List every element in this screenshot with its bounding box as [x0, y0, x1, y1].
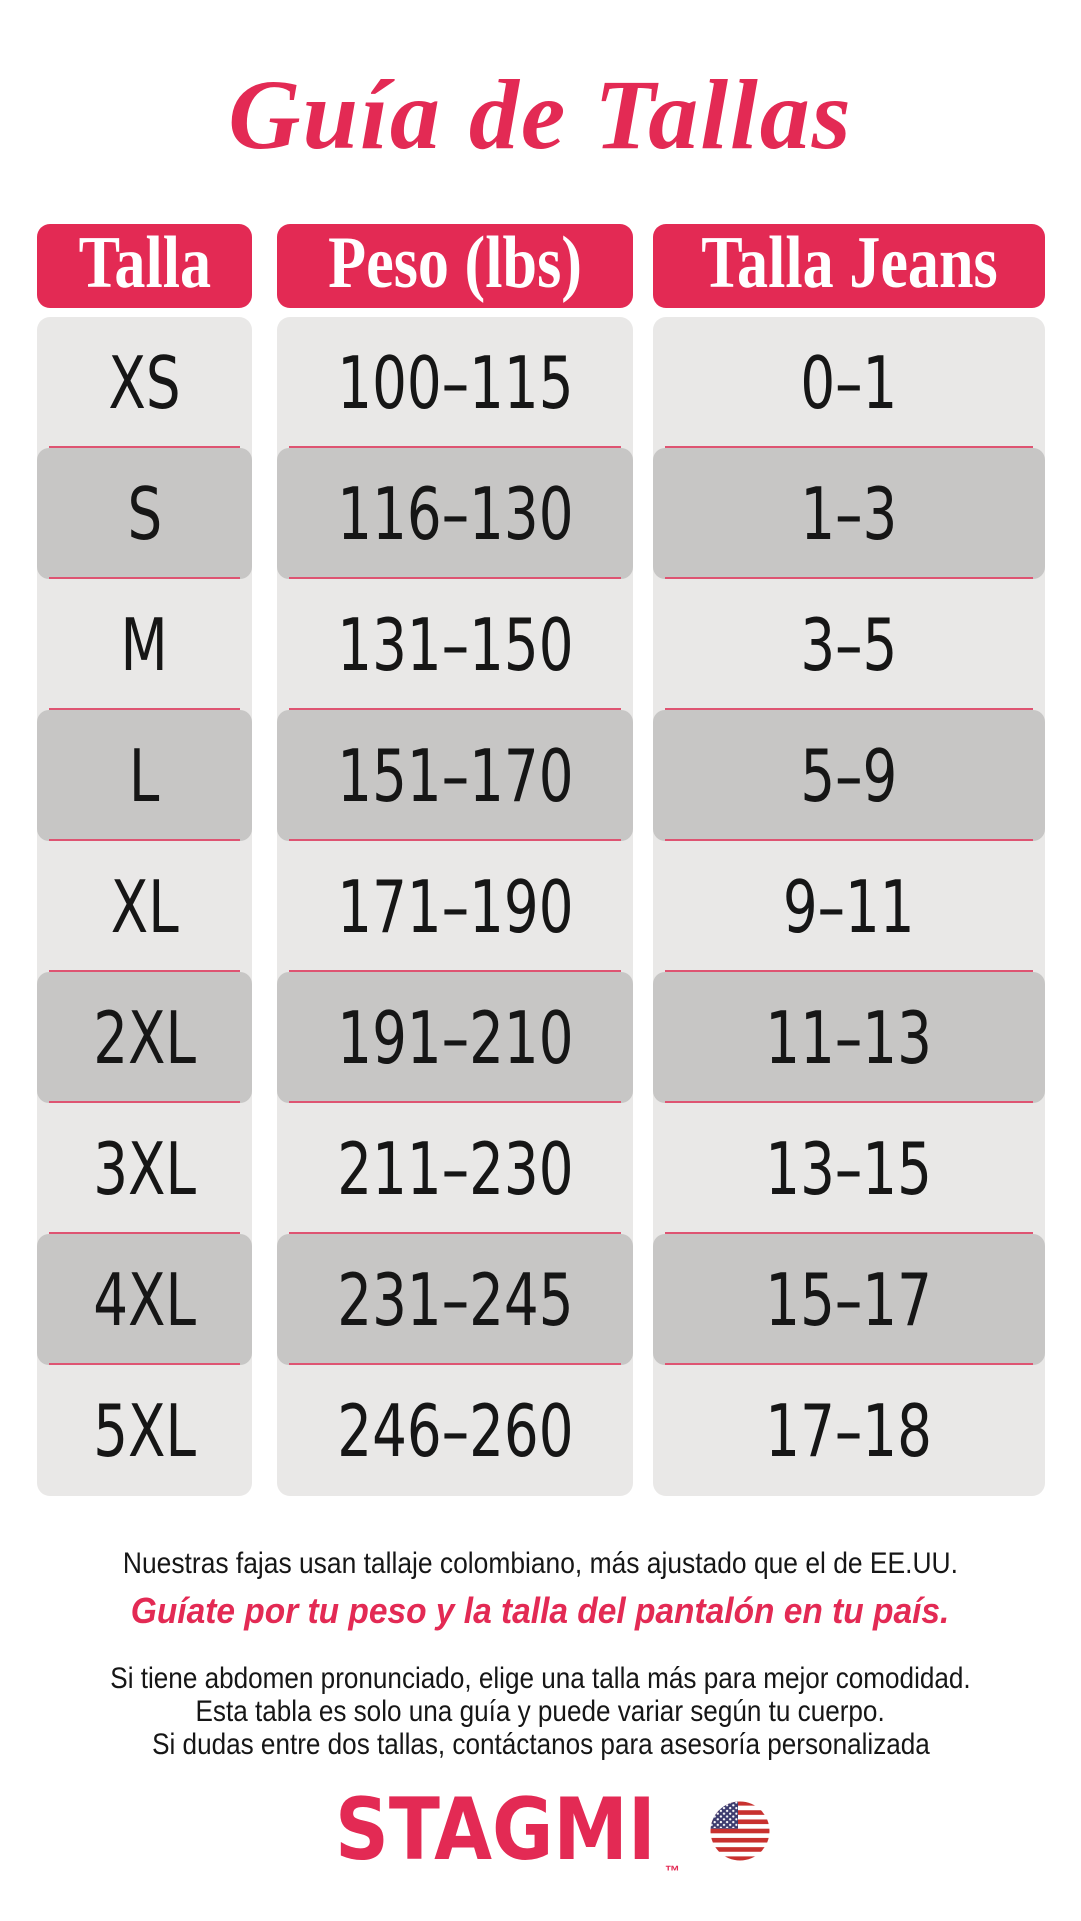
table-column-header: Talla Jeans: [653, 224, 1045, 308]
table-cell: 211–230: [277, 1103, 633, 1234]
table-cell-value: S: [127, 471, 162, 556]
table-cell: 116–130: [277, 448, 633, 579]
table-column-header-label: Peso (lbs): [328, 222, 582, 304]
table-cell-value: 5XL: [93, 1388, 196, 1473]
table-cell: S: [37, 448, 252, 579]
table-cell: 151–170: [277, 710, 633, 841]
table-cell: 131–150: [277, 579, 633, 710]
table-cell: 231–245: [277, 1234, 633, 1365]
table-column-header: Peso (lbs): [277, 224, 633, 308]
table-cell-value: 0–1: [800, 340, 898, 425]
table-cell-value: 116–130: [336, 471, 574, 556]
table-cell: L: [37, 710, 252, 841]
notes-tips: Si tiene abdomen pronunciado, elige una …: [0, 1662, 1081, 1761]
table-cell-value: 231–245: [336, 1257, 574, 1342]
table-cell-value: 191–210: [336, 995, 574, 1080]
table-cell-value: 4XL: [93, 1257, 196, 1342]
table-cell-value: M: [120, 602, 169, 687]
table-cell: M: [37, 579, 252, 710]
table-cell-value: 3XL: [93, 1126, 196, 1211]
notes-primary: Nuestras fajas usan tallaje colombiano, …: [0, 1547, 1081, 1632]
table-cell: 3–5: [653, 579, 1045, 710]
table-column-body: XS S M L XL 2XL 3XL 4XL 5XL: [37, 317, 252, 1496]
table-cell: 246–260: [277, 1365, 633, 1496]
table-cell-value: 246–260: [336, 1388, 574, 1473]
table-cell: 171–190: [277, 841, 633, 972]
table-cell: XS: [37, 317, 252, 448]
brand-footer: STAGMI ™: [0, 1780, 1081, 1880]
brand-logo: STAGMI ™: [311, 1780, 680, 1880]
table-column-body: 100–115 116–130 131–150 151–170 171–190 191–2…: [277, 317, 633, 1496]
table-cell: 15–17: [653, 1234, 1045, 1365]
table-cell-value: L: [129, 733, 160, 818]
table-column: Talla XS S M L XL 2XL 3XL 4XL 5XL: [37, 224, 252, 1496]
tip-line: Esta tabla es solo una guía y puede vari…: [0, 1695, 1081, 1728]
table-cell: 17–18: [653, 1365, 1045, 1496]
tip-text-1: Si tiene abdomen pronunciado, elige una …: [110, 1662, 971, 1695]
table-column-header-label: Talla: [78, 222, 211, 304]
table-cell-value: 9–11: [783, 864, 915, 949]
note-guidance-highlight: Guíate por tu peso y la talla del pantal…: [131, 1590, 950, 1631]
table-cell-value: 131–150: [336, 602, 574, 687]
table-cell: 1–3: [653, 448, 1045, 579]
brand-logo-text: STAGMI: [335, 1780, 656, 1880]
tip-text-3: Si dudas entre dos tallas, contáctanos p…: [151, 1728, 930, 1761]
table-cell-value: 15–17: [765, 1257, 933, 1342]
tip-line: Si tiene abdomen pronunciado, elige una …: [0, 1662, 1081, 1695]
table-cell-value: XS: [108, 340, 181, 425]
table-cell-value: 100–115: [336, 340, 574, 425]
us-flag-icon: [710, 1801, 770, 1861]
page-title: Guía de Tallas: [228, 59, 853, 170]
table-cell: 5–9: [653, 710, 1045, 841]
table-cell: 100–115: [277, 317, 633, 448]
table-column-header-label: Talla Jeans: [700, 222, 998, 304]
table-cell: 9–11: [653, 841, 1045, 972]
table-cell-value: 11–13: [765, 995, 933, 1080]
table-cell-value: XL: [110, 864, 179, 949]
table-column-header: Talla: [37, 224, 252, 308]
tip-line: Si dudas entre dos tallas, contáctanos p…: [0, 1728, 1081, 1761]
table-cell: 0–1: [653, 317, 1045, 448]
table-cell-value: 3–5: [800, 602, 898, 687]
trademark-symbol: ™: [664, 1863, 680, 1881]
table-cell-value: 13–15: [765, 1126, 933, 1211]
note-sizing-info: Nuestras fajas usan tallaje colombiano, …: [122, 1547, 958, 1580]
tip-text-2: Esta tabla es solo una guía y puede vari…: [195, 1695, 886, 1728]
table-cell: 5XL: [37, 1365, 252, 1496]
table-cell: XL: [37, 841, 252, 972]
table-cell: 2XL: [37, 972, 252, 1103]
table-cell-value: 211–230: [336, 1126, 574, 1211]
table-cell-value: 151–170: [336, 733, 574, 818]
table-cell-value: 17–18: [765, 1388, 933, 1473]
table-column: Talla Jeans 0–1 1–3 3–5 5–9 9–11 11–13 13–15 15…: [653, 224, 1045, 1496]
table-cell-value: 171–190: [336, 864, 574, 949]
table-cell-value: 5–9: [800, 733, 898, 818]
size-table: Talla XS S M L XL 2XL 3XL 4XL 5XL Peso (lbs) 100…: [37, 224, 1045, 1496]
table-cell: 11–13: [653, 972, 1045, 1103]
table-column: Peso (lbs) 100–115 116–130 131–150 151–170 1…: [277, 224, 633, 1496]
table-cell: 3XL: [37, 1103, 252, 1234]
table-cell: 191–210: [277, 972, 633, 1103]
table-cell: 4XL: [37, 1234, 252, 1365]
table-cell-value: 2XL: [93, 995, 196, 1080]
table-cell-value: 1–3: [800, 471, 898, 556]
table-column-body: 0–1 1–3 3–5 5–9 9–11 11–13 13–15 15–17 17–18: [653, 317, 1045, 1496]
table-cell: 13–15: [653, 1103, 1045, 1234]
